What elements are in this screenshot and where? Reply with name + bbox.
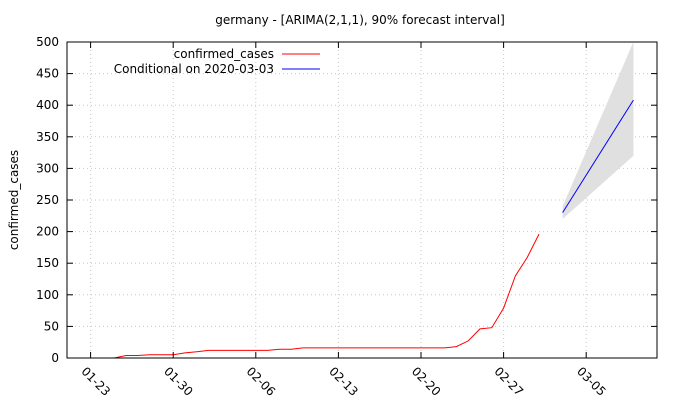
y-tick-label: 450 <box>36 67 59 81</box>
x-tick-label: 01-30 <box>161 364 196 399</box>
legend: confirmed_cases Conditional on 2020-03-0… <box>114 47 320 76</box>
series-lines <box>67 99 634 359</box>
y-tick-label: 500 <box>36 35 59 49</box>
y-tick-label: 150 <box>36 256 59 270</box>
x-tick-label: 02-13 <box>326 364 361 399</box>
legend-label-conditional: Conditional on 2020-03-03 <box>114 62 274 76</box>
y-axis-ticks: 0 50 100 150 200 250 300 350 400 450 500 <box>36 35 657 365</box>
y-tick-label: 400 <box>36 98 59 112</box>
y-tick-label: 350 <box>36 130 59 144</box>
y-tick-label: 100 <box>36 288 59 302</box>
x-tick-label: 03-05 <box>574 364 609 399</box>
series-line-0 <box>67 233 540 359</box>
x-tick-label: 02-27 <box>491 364 526 399</box>
x-tick-label: 02-20 <box>409 364 444 399</box>
y-axis-label: confirmed_cases <box>7 150 21 250</box>
x-axis-ticks: 01-23 01-30 02-06 02-13 02-20 02-27 03-05 <box>78 42 609 399</box>
legend-label-confirmed: confirmed_cases <box>174 47 274 61</box>
forecast-interval <box>562 42 634 219</box>
y-tick-label: 50 <box>44 319 59 333</box>
y-tick-label: 0 <box>51 351 59 365</box>
y-tick-label: 250 <box>36 193 59 207</box>
y-tick-label: 300 <box>36 161 59 175</box>
grid <box>67 42 657 358</box>
x-tick-label: 01-23 <box>78 364 113 399</box>
y-tick-label: 200 <box>36 225 59 239</box>
chart-title: germany - [ARIMA(2,1,1), 90% forecast in… <box>215 13 505 27</box>
series-line-1 <box>562 99 634 213</box>
x-tick-label: 02-06 <box>244 364 279 399</box>
forecast-interval-band <box>562 42 634 219</box>
